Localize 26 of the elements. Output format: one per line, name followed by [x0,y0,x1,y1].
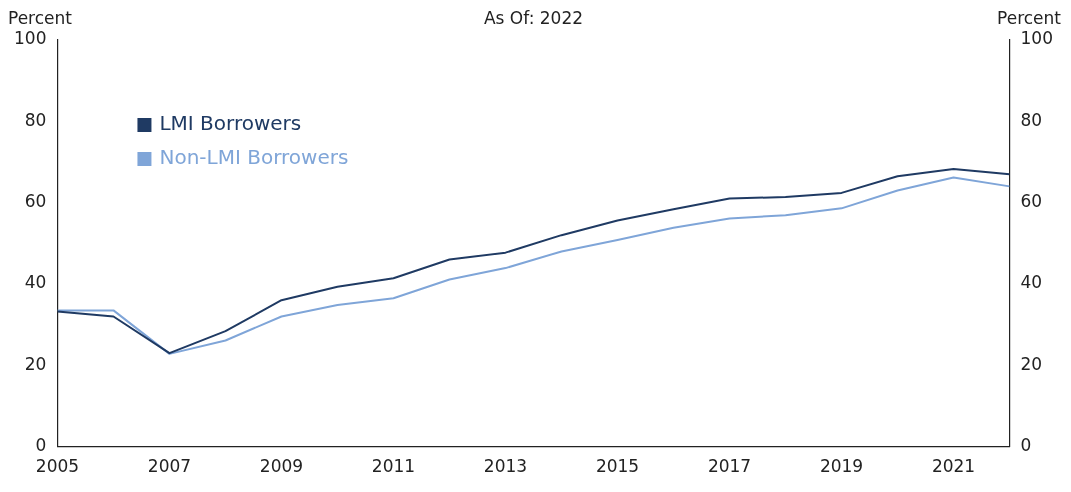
y2-tick-label: 100 [1020,28,1054,49]
y-tick-label: 0 [35,435,47,456]
y2-tick-label: 80 [1020,109,1043,130]
y2-axis-title: Percent [997,8,1062,29]
y-tick-label: 20 [24,353,47,374]
y2-tick-label: 20 [1020,353,1043,374]
legend-label: LMI Borrowers [159,111,302,136]
y-tick-label: 40 [24,272,47,293]
y-tick-label: 60 [24,191,47,212]
x-tick-label: 2009 [259,456,304,477]
x-tick-label: 2011 [371,456,416,477]
y2-tick-label: 0 [1020,435,1032,456]
x-tick-label: 2017 [707,456,752,477]
y-axis-title: Percent [8,8,73,29]
legend-label: Non-LMI Borrowers [159,145,349,170]
x-tick-label: 2019 [819,456,864,477]
y-tick-label: 100 [13,28,47,49]
x-tick-label: 2015 [595,456,640,477]
x-tick-label: 2013 [483,456,528,477]
chart-title: As Of: 2022 [483,8,584,29]
x-tick-label: 2005 [35,456,80,477]
y-tick-label: 80 [24,109,47,130]
y2-tick-label: 60 [1020,191,1043,212]
y2-tick-label: 40 [1020,272,1043,293]
x-tick-label: 2007 [147,456,192,477]
x-tick-label: 2021 [931,456,976,477]
